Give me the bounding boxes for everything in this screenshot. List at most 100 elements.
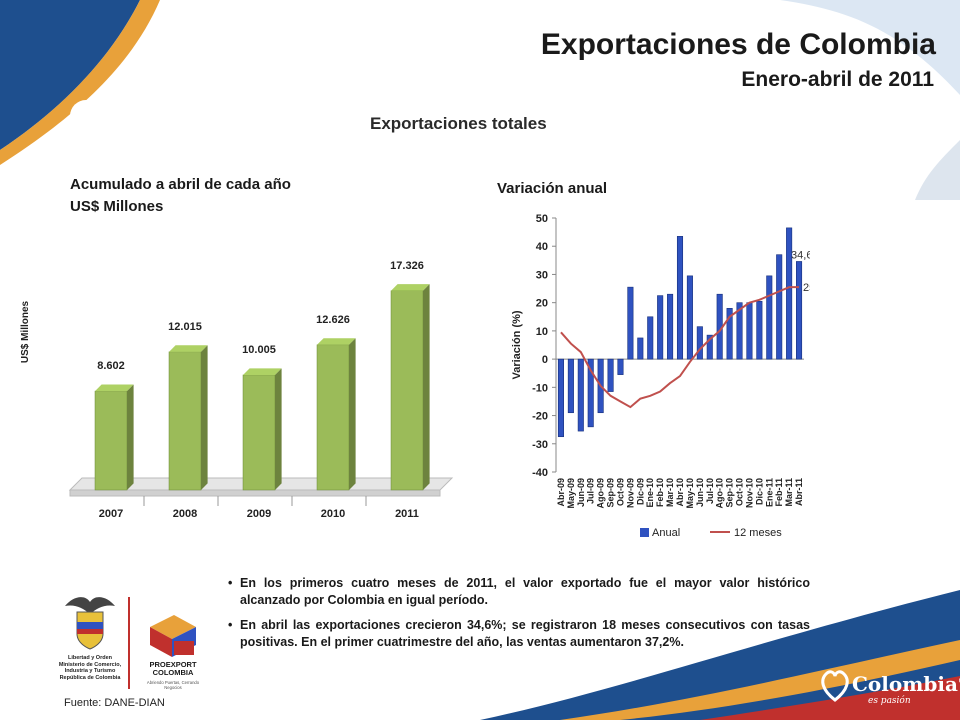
ministry-logo: Libertad y Orden Ministerio de Comercio,…	[55, 592, 125, 692]
proexport-tagline: Abriendo Puertas, Cerrando Negocios	[146, 680, 200, 690]
x-tick-label: Oct-09	[615, 478, 625, 506]
end-label-anual: 34,6	[791, 249, 810, 261]
panel-title: Exportaciones totales	[370, 114, 547, 133]
bar-anual	[577, 358, 584, 432]
bar-top	[95, 384, 134, 392]
x-tick-label: Sep-10	[725, 478, 735, 508]
x-tick-label: Jun-09	[576, 478, 586, 507]
bar-anual	[637, 337, 644, 360]
left-chart-title-line1: Acumulado a abril de cada año	[70, 176, 291, 193]
left-bar-chart: 8.602 2007 12.015 2008 10.005 2009 12.626 2010 1…	[68, 260, 454, 520]
left-chart-title-line2: US$ Millones	[70, 198, 164, 215]
left-chart-title: Acumulado a abril de cada año US$ Millon…	[70, 174, 291, 218]
ministry-logo-text: Libertad y Orden Ministerio de Comercio,…	[58, 655, 122, 681]
logo-separator	[128, 597, 130, 689]
bar-anual	[647, 316, 654, 360]
bar-anual	[706, 334, 713, 360]
legend-swatch-anual	[640, 528, 649, 537]
top-right-wave-light	[780, 0, 960, 95]
left-chart-ylabel: US$ Millones	[20, 300, 31, 364]
line-12-meses	[560, 286, 800, 409]
x-tick-label: Abr-10	[675, 478, 685, 507]
y-tick-label: -40	[532, 467, 548, 479]
right-wave-blue	[915, 140, 960, 200]
chart-floor-edge	[69, 489, 441, 497]
y-tick-label: 10	[536, 326, 548, 338]
y-tick-label: 40	[536, 241, 548, 253]
x-tick-label: 2008	[173, 508, 197, 520]
bar-anual	[776, 254, 783, 360]
y-tick-label: 50	[536, 213, 548, 225]
bar-anual	[557, 358, 564, 438]
bullet-item: En abril las exportaciones crecieron 34,…	[228, 617, 810, 651]
x-tick-label: Nov-10	[744, 478, 754, 508]
bar-anual	[796, 261, 803, 360]
x-tick-label: 2009	[247, 508, 271, 520]
x-tick-label: Jul-10	[705, 478, 715, 504]
y-tick-label: -10	[532, 382, 548, 394]
x-tick-label: May-10	[685, 478, 695, 509]
x-tick-label: Ene-11	[764, 478, 774, 507]
bar-front	[242, 374, 276, 491]
bar-anual	[627, 286, 634, 360]
slide-title: Exportaciones de Colombia	[540, 28, 936, 61]
proexport-cube-icon	[150, 615, 196, 657]
x-tick-label: Dic-09	[635, 478, 645, 505]
x-tick-label: Jun-10	[695, 478, 705, 507]
x-tick-label: Ene-10	[645, 478, 655, 508]
bar-anual	[736, 302, 743, 360]
x-tick-label: Nov-09	[625, 478, 635, 508]
source-note: Fuente: DANE-DIAN	[64, 697, 165, 709]
x-tick-label: 2011	[395, 508, 419, 520]
bar-top	[317, 338, 356, 345]
bar-anual	[676, 236, 684, 360]
bar-anual	[567, 358, 574, 414]
x-tick-label: Ago-10	[715, 478, 725, 509]
heart-icon	[821, 670, 849, 702]
x-tick-label: Feb-11	[774, 478, 784, 507]
coat-of-arms-icon	[65, 597, 115, 650]
x-tick-label: 2007	[99, 508, 123, 520]
bar-anual	[696, 326, 703, 360]
bar-anual	[786, 227, 793, 360]
x-tick-label: Dic-10	[754, 478, 764, 505]
y-tick-label: 0	[542, 354, 548, 366]
colombia-brand-logo: Colombia® es pasión	[818, 662, 960, 708]
x-tick-label: Mar-11	[784, 478, 794, 507]
bar-side	[423, 284, 430, 490]
y-tick-label: -30	[532, 439, 548, 451]
bar-value-label: 10.005	[242, 344, 276, 356]
bar-side	[127, 384, 134, 490]
bar-value-label: 12.626	[316, 314, 350, 326]
bar-anual	[746, 302, 753, 360]
top-left-wave-orange	[0, 0, 160, 165]
right-variation-chart: 50 40 30 20 10 0 -10 -20 -30 -40 Variación (%) Abr-…	[511, 213, 810, 539]
bar-anual	[766, 275, 773, 360]
bar-front	[168, 351, 202, 491]
x-tick-label: Oct-10	[735, 478, 745, 506]
bottom-right-wave-red	[700, 676, 960, 720]
bar-anual	[617, 358, 624, 375]
bar-anual	[657, 295, 664, 360]
x-tick-label: Mar-10	[665, 478, 675, 507]
y-tick-label: 30	[536, 269, 548, 281]
colombia-brand-name: Colombia®	[852, 672, 960, 696]
x-tick-label: May-09	[566, 478, 576, 509]
x-tick-label: Abr-11	[794, 478, 804, 506]
summary-bullets: En los primeros cuatro meses de 2011, el…	[228, 575, 810, 659]
x-tick-label: 2010	[321, 508, 345, 520]
bar-top	[169, 345, 208, 352]
colombia-brand-tagline: es pasión	[868, 696, 911, 706]
x-tick-label: Ago-09	[596, 478, 606, 509]
bar-front	[390, 290, 424, 491]
bar-front	[94, 390, 128, 491]
x-tick-label: Abr-09	[556, 478, 566, 507]
bar-top	[391, 284, 430, 291]
right-chart-title: Variación anual	[497, 180, 608, 197]
right-chart-ylabel: Variación (%)	[511, 310, 523, 379]
bar-anual	[726, 308, 733, 360]
bar-value-label: 8.602	[97, 360, 125, 372]
top-left-wave-blue	[0, 0, 140, 150]
y-tick-label: -20	[532, 411, 548, 423]
